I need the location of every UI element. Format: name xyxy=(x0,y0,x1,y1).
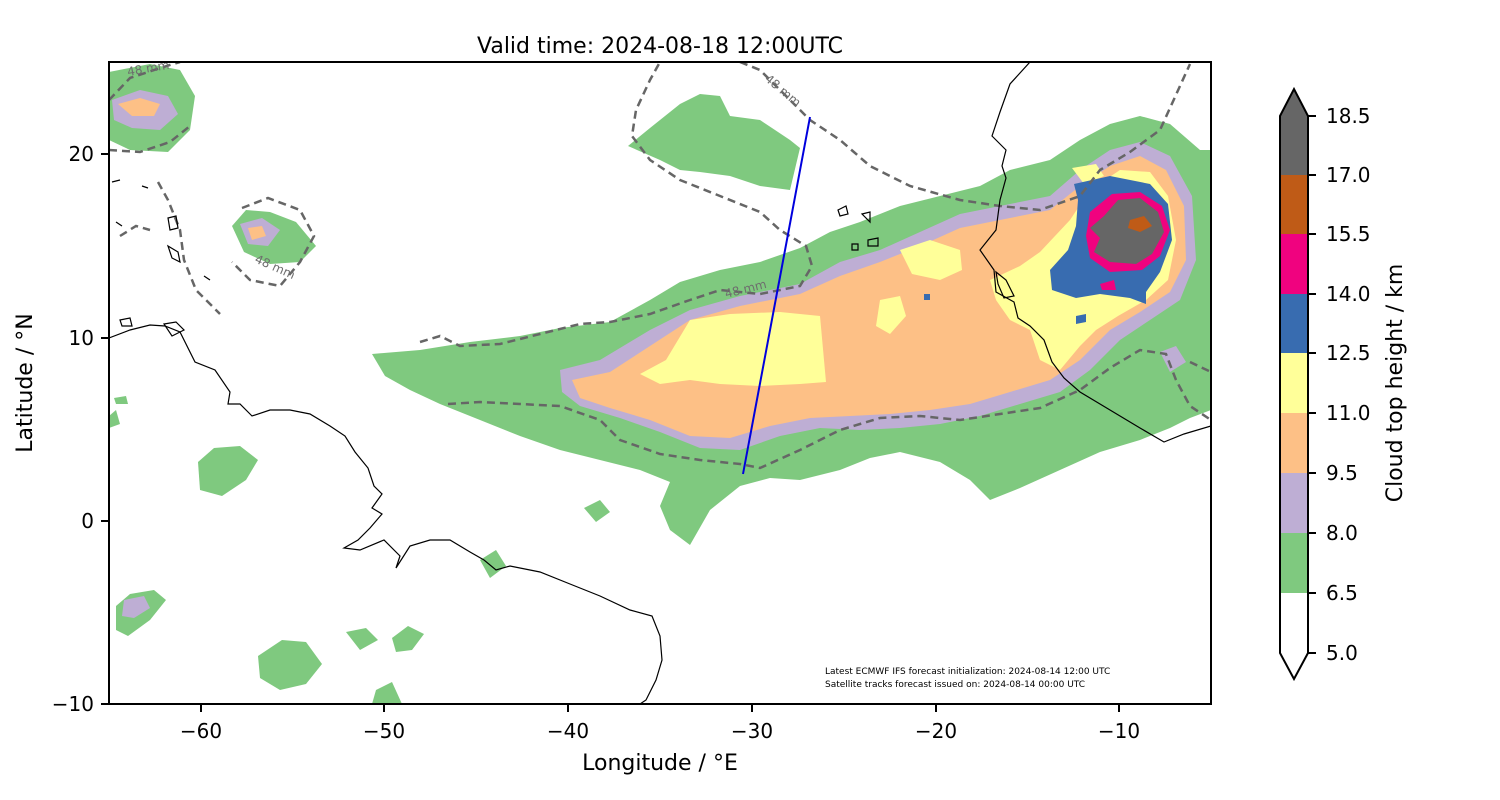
colorbar-tick-label: 9.5 xyxy=(1326,461,1358,485)
colorbar-segment xyxy=(1280,473,1308,533)
colorbar-tick-label: 17.0 xyxy=(1326,163,1371,187)
colorbar-tick-label: 15.5 xyxy=(1326,222,1371,246)
colorbar-segment xyxy=(1280,294,1308,353)
colorbar-segment xyxy=(1280,413,1308,473)
map-panel: 48 mm 48 mm 48 mm 48 mm Latest ECMWF IFS… xyxy=(109,62,1211,704)
satellite-track-line xyxy=(742,116,811,475)
colorbar: 18.5 17.0 15.5 14.0 12.5 11.0 9.5 8.0 6.… xyxy=(1279,86,1408,682)
colorbar-segment xyxy=(1280,116,1308,175)
y-tick-label: −10 xyxy=(52,692,94,716)
x-tick-label: −60 xyxy=(180,719,222,743)
y-tick-label: 10 xyxy=(69,326,94,350)
cloud-level-grey xyxy=(1090,198,1164,264)
forecast-initialization-note: Latest ECMWF IFS forecast initialization… xyxy=(825,667,1110,677)
colorbar-segment xyxy=(1280,533,1308,593)
colorbar-tick-label: 5.0 xyxy=(1326,641,1358,665)
cloud-level-brown xyxy=(1128,216,1152,232)
colorbar-segment xyxy=(1280,234,1308,294)
y-tick-label: 20 xyxy=(69,142,94,166)
figure-title: Valid time: 2024-08-18 12:00UTC xyxy=(477,34,843,59)
x-tick-label: −20 xyxy=(915,719,957,743)
colorbar-title: Cloud top height / km xyxy=(1383,264,1408,503)
colorbar-tick-label: 11.0 xyxy=(1326,401,1371,425)
y-axis-title: Latitude / °N xyxy=(13,313,38,452)
colorbar-segment xyxy=(1280,175,1308,234)
satellite-track-issue-note: Satellite tracks forecast issued on: 202… xyxy=(825,680,1085,690)
coastlines xyxy=(109,62,1211,704)
y-tick-label: 0 xyxy=(81,509,94,533)
map-frame xyxy=(108,61,1212,705)
x-tick-label: −40 xyxy=(547,719,589,743)
colorbar-ticks xyxy=(1308,115,1316,654)
x-tick-label: −10 xyxy=(1098,719,1140,743)
colorbar-tick-label: 14.0 xyxy=(1326,282,1371,306)
colorbar-tick-label: 18.5 xyxy=(1326,104,1371,128)
precipitable-water-contours xyxy=(109,62,1211,470)
colorbar-tick-label: 8.0 xyxy=(1326,521,1358,545)
colorbar-segment xyxy=(1280,353,1308,413)
x-tick-label: −30 xyxy=(731,719,773,743)
y-axis: −10 0 10 20 Latitude / °N xyxy=(13,142,109,716)
x-tick-label: −50 xyxy=(363,719,405,743)
colorbar-tick-label: 12.5 xyxy=(1326,341,1371,365)
x-axis-title: Longitude / °E xyxy=(582,751,738,776)
colorbar-segment xyxy=(1280,593,1308,653)
colorbar-tick-label: 6.5 xyxy=(1326,581,1358,605)
colorbar-extend-high xyxy=(1280,89,1308,116)
x-axis: −60 −50 −40 −30 −20 −10 Longitude / °E xyxy=(180,704,1140,776)
colorbar-extend-low xyxy=(1280,653,1308,679)
